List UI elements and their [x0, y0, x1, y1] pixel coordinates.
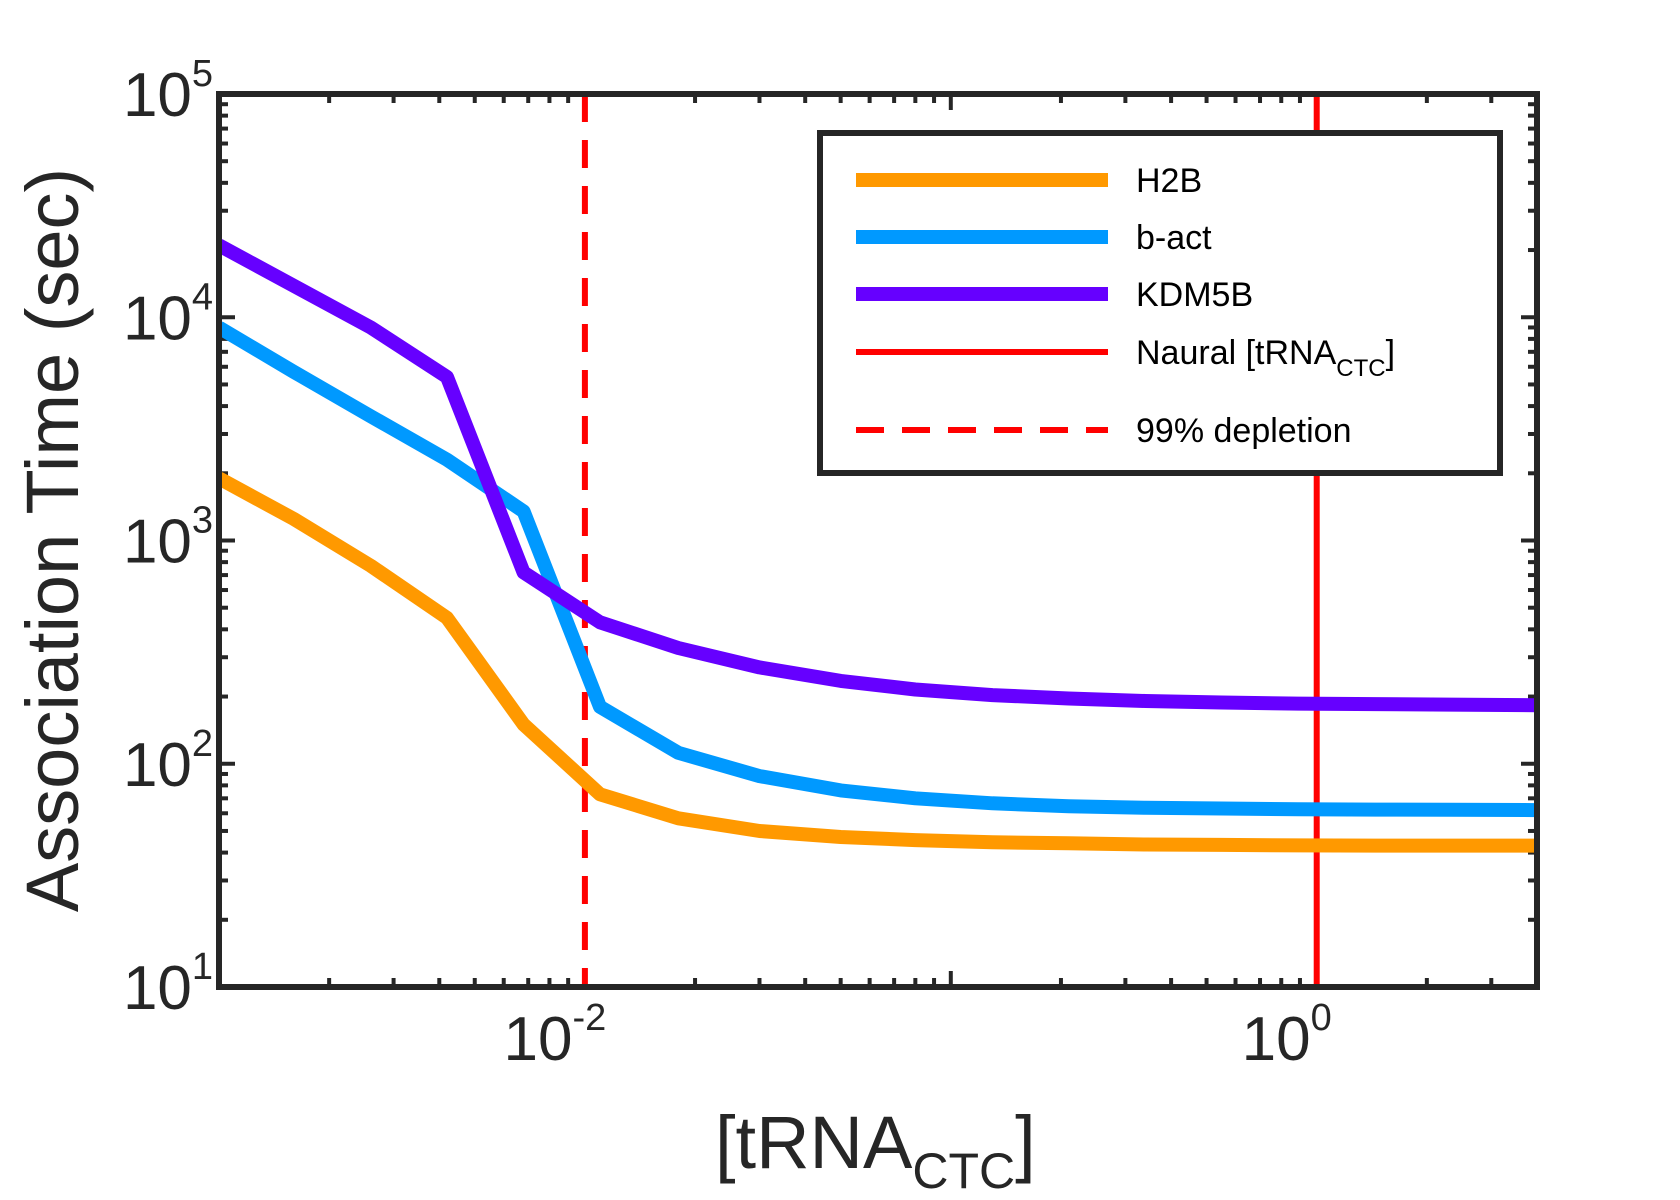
axes-box — [216, 91, 1540, 990]
y-tick-label-base: 10 — [123, 954, 192, 1023]
y-tick-label-exp: 3 — [192, 500, 213, 542]
series-line-h2b — [219, 472, 1537, 853]
x-tick-label-exp: 0 — [1311, 997, 1332, 1039]
y-tick-label: 105 — [123, 53, 213, 130]
x-axis-label-close: ] — [1015, 1101, 1036, 1184]
y-tick-label-base: 10 — [123, 61, 192, 130]
y-tick-label: 103 — [123, 500, 213, 577]
legend-item-kdm5b: KDM5B — [856, 276, 1253, 314]
y-tick-label-exp: 5 — [192, 53, 213, 95]
legend-item-naural-trna: Naural [tRNACTC] — [856, 334, 1395, 382]
legend-item-h2b: H2B — [856, 162, 1202, 200]
y-tick-label-exp: 2 — [192, 723, 213, 765]
x-tick-label-exp: -2 — [572, 997, 606, 1039]
series-line-kdm5b — [219, 239, 1537, 713]
legend-item-99-depletion: 99% depletion — [856, 412, 1352, 450]
legend: H2B b-act KDM5B Naural [tRNACTC] 99% depleti… — [817, 130, 1503, 476]
x-axis-label: [tRNACTC] — [715, 1101, 1036, 1199]
y-tick-label: 104 — [123, 276, 213, 353]
legend-label: b-act — [1136, 219, 1212, 257]
legend-label: 99% depletion — [1136, 412, 1352, 450]
legend-label: Naural [tRNACTC] — [1136, 334, 1395, 382]
x-tick-label: 10-2 — [504, 997, 607, 1074]
legend-label: H2B — [1136, 162, 1202, 200]
y-axis-label: Association Time (sec) — [11, 168, 94, 912]
x-tick-label-base: 10 — [504, 1005, 573, 1074]
y-tick-label-base: 10 — [123, 284, 192, 353]
y-tick-label-exp: 1 — [192, 946, 213, 988]
y-tick-label-base: 10 — [123, 508, 192, 577]
legend-item-b-act: b-act — [856, 219, 1212, 257]
series-group — [219, 94, 1537, 987]
x-axis-label-main: [tRNA — [715, 1101, 913, 1184]
y-tick-label: 102 — [123, 723, 213, 800]
series-line-b-act — [219, 321, 1537, 818]
y-tick-label-exp: 4 — [192, 276, 213, 318]
x-tick-label: 100 — [1242, 997, 1332, 1074]
x-tick-label-base: 10 — [1242, 1005, 1311, 1074]
legend-box — [817, 130, 1503, 476]
y-tick-label: 101 — [123, 946, 213, 1023]
legend-label: KDM5B — [1136, 276, 1253, 314]
x-axis-label-sub: CTC — [912, 1143, 1015, 1199]
y-tick-label-base: 10 — [123, 731, 192, 800]
